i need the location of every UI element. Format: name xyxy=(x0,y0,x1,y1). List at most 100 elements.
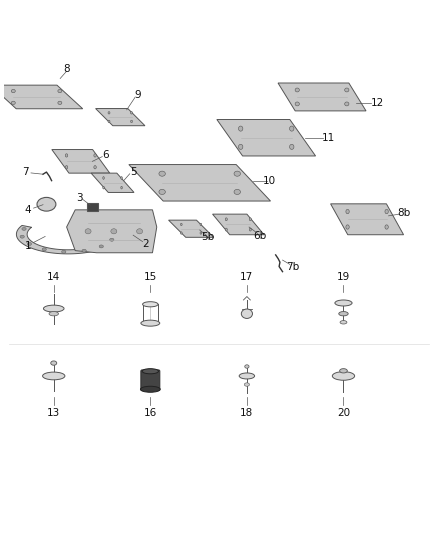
Text: 6: 6 xyxy=(102,150,109,160)
Ellipse shape xyxy=(110,238,114,241)
Text: 7b: 7b xyxy=(286,262,300,272)
Text: 17: 17 xyxy=(240,271,254,281)
Text: 5b: 5b xyxy=(201,232,215,243)
Ellipse shape xyxy=(244,383,250,386)
Ellipse shape xyxy=(141,386,160,392)
Text: 8: 8 xyxy=(64,64,70,74)
Ellipse shape xyxy=(108,111,110,114)
Ellipse shape xyxy=(94,154,96,157)
Ellipse shape xyxy=(49,312,58,316)
Ellipse shape xyxy=(94,166,96,169)
Text: 9: 9 xyxy=(134,90,141,100)
Ellipse shape xyxy=(345,88,349,92)
Ellipse shape xyxy=(121,176,122,179)
Polygon shape xyxy=(278,83,366,111)
Ellipse shape xyxy=(85,229,91,234)
Ellipse shape xyxy=(37,197,56,211)
Polygon shape xyxy=(52,150,110,173)
Text: 5: 5 xyxy=(130,167,137,177)
Ellipse shape xyxy=(159,171,166,176)
Ellipse shape xyxy=(385,209,389,214)
Ellipse shape xyxy=(22,228,26,230)
Ellipse shape xyxy=(241,309,252,318)
Ellipse shape xyxy=(131,111,133,114)
Ellipse shape xyxy=(143,302,158,307)
Ellipse shape xyxy=(65,166,68,169)
Text: 1: 1 xyxy=(25,241,31,251)
Ellipse shape xyxy=(234,171,240,176)
Ellipse shape xyxy=(225,218,227,221)
Polygon shape xyxy=(95,109,145,126)
Text: 18: 18 xyxy=(240,408,254,418)
Text: 20: 20 xyxy=(337,408,350,418)
Ellipse shape xyxy=(245,365,249,368)
Text: 14: 14 xyxy=(47,271,60,281)
Text: 15: 15 xyxy=(144,271,157,281)
Ellipse shape xyxy=(141,320,160,326)
FancyBboxPatch shape xyxy=(87,204,98,211)
Ellipse shape xyxy=(239,373,254,379)
Text: 6b: 6b xyxy=(253,231,266,240)
Ellipse shape xyxy=(346,225,349,229)
Ellipse shape xyxy=(20,235,25,238)
Polygon shape xyxy=(331,204,403,235)
Ellipse shape xyxy=(11,90,15,93)
Ellipse shape xyxy=(159,189,166,195)
Ellipse shape xyxy=(290,144,294,149)
Text: 11: 11 xyxy=(322,133,335,143)
Polygon shape xyxy=(16,225,119,254)
Ellipse shape xyxy=(43,305,64,312)
Ellipse shape xyxy=(332,372,355,380)
Text: 13: 13 xyxy=(47,408,60,418)
Ellipse shape xyxy=(51,361,57,365)
Ellipse shape xyxy=(339,312,348,316)
Ellipse shape xyxy=(200,223,202,225)
Ellipse shape xyxy=(180,232,182,234)
Ellipse shape xyxy=(180,223,182,225)
Text: 8b: 8b xyxy=(397,208,410,218)
Ellipse shape xyxy=(249,218,251,221)
Polygon shape xyxy=(0,85,83,109)
Ellipse shape xyxy=(335,300,352,306)
Ellipse shape xyxy=(131,120,133,123)
Polygon shape xyxy=(217,119,315,156)
Ellipse shape xyxy=(238,144,243,149)
Ellipse shape xyxy=(339,369,347,373)
Ellipse shape xyxy=(82,249,86,252)
Ellipse shape xyxy=(345,102,349,106)
Text: 7: 7 xyxy=(22,167,29,177)
Polygon shape xyxy=(169,220,214,237)
Ellipse shape xyxy=(346,209,349,214)
Ellipse shape xyxy=(11,101,15,104)
Text: 19: 19 xyxy=(337,271,350,281)
Ellipse shape xyxy=(103,186,104,189)
FancyBboxPatch shape xyxy=(141,370,160,391)
Ellipse shape xyxy=(111,229,117,234)
Ellipse shape xyxy=(249,228,251,231)
Ellipse shape xyxy=(225,228,227,231)
Ellipse shape xyxy=(142,369,159,374)
Ellipse shape xyxy=(42,248,46,251)
Ellipse shape xyxy=(295,102,299,106)
Polygon shape xyxy=(212,214,264,235)
Ellipse shape xyxy=(62,251,66,253)
Ellipse shape xyxy=(238,126,243,131)
Ellipse shape xyxy=(58,90,62,93)
Ellipse shape xyxy=(58,101,62,104)
Ellipse shape xyxy=(27,243,32,246)
Ellipse shape xyxy=(385,225,389,229)
Ellipse shape xyxy=(290,126,294,131)
Polygon shape xyxy=(129,165,271,201)
Text: 4: 4 xyxy=(25,205,31,215)
Text: 12: 12 xyxy=(371,98,385,108)
Polygon shape xyxy=(91,173,134,192)
Ellipse shape xyxy=(42,372,65,380)
Ellipse shape xyxy=(65,154,68,157)
Ellipse shape xyxy=(99,245,103,248)
Polygon shape xyxy=(67,210,157,253)
Ellipse shape xyxy=(200,232,202,234)
Ellipse shape xyxy=(121,186,122,189)
Text: 10: 10 xyxy=(263,176,276,185)
Text: 16: 16 xyxy=(144,408,157,418)
Ellipse shape xyxy=(137,229,143,234)
